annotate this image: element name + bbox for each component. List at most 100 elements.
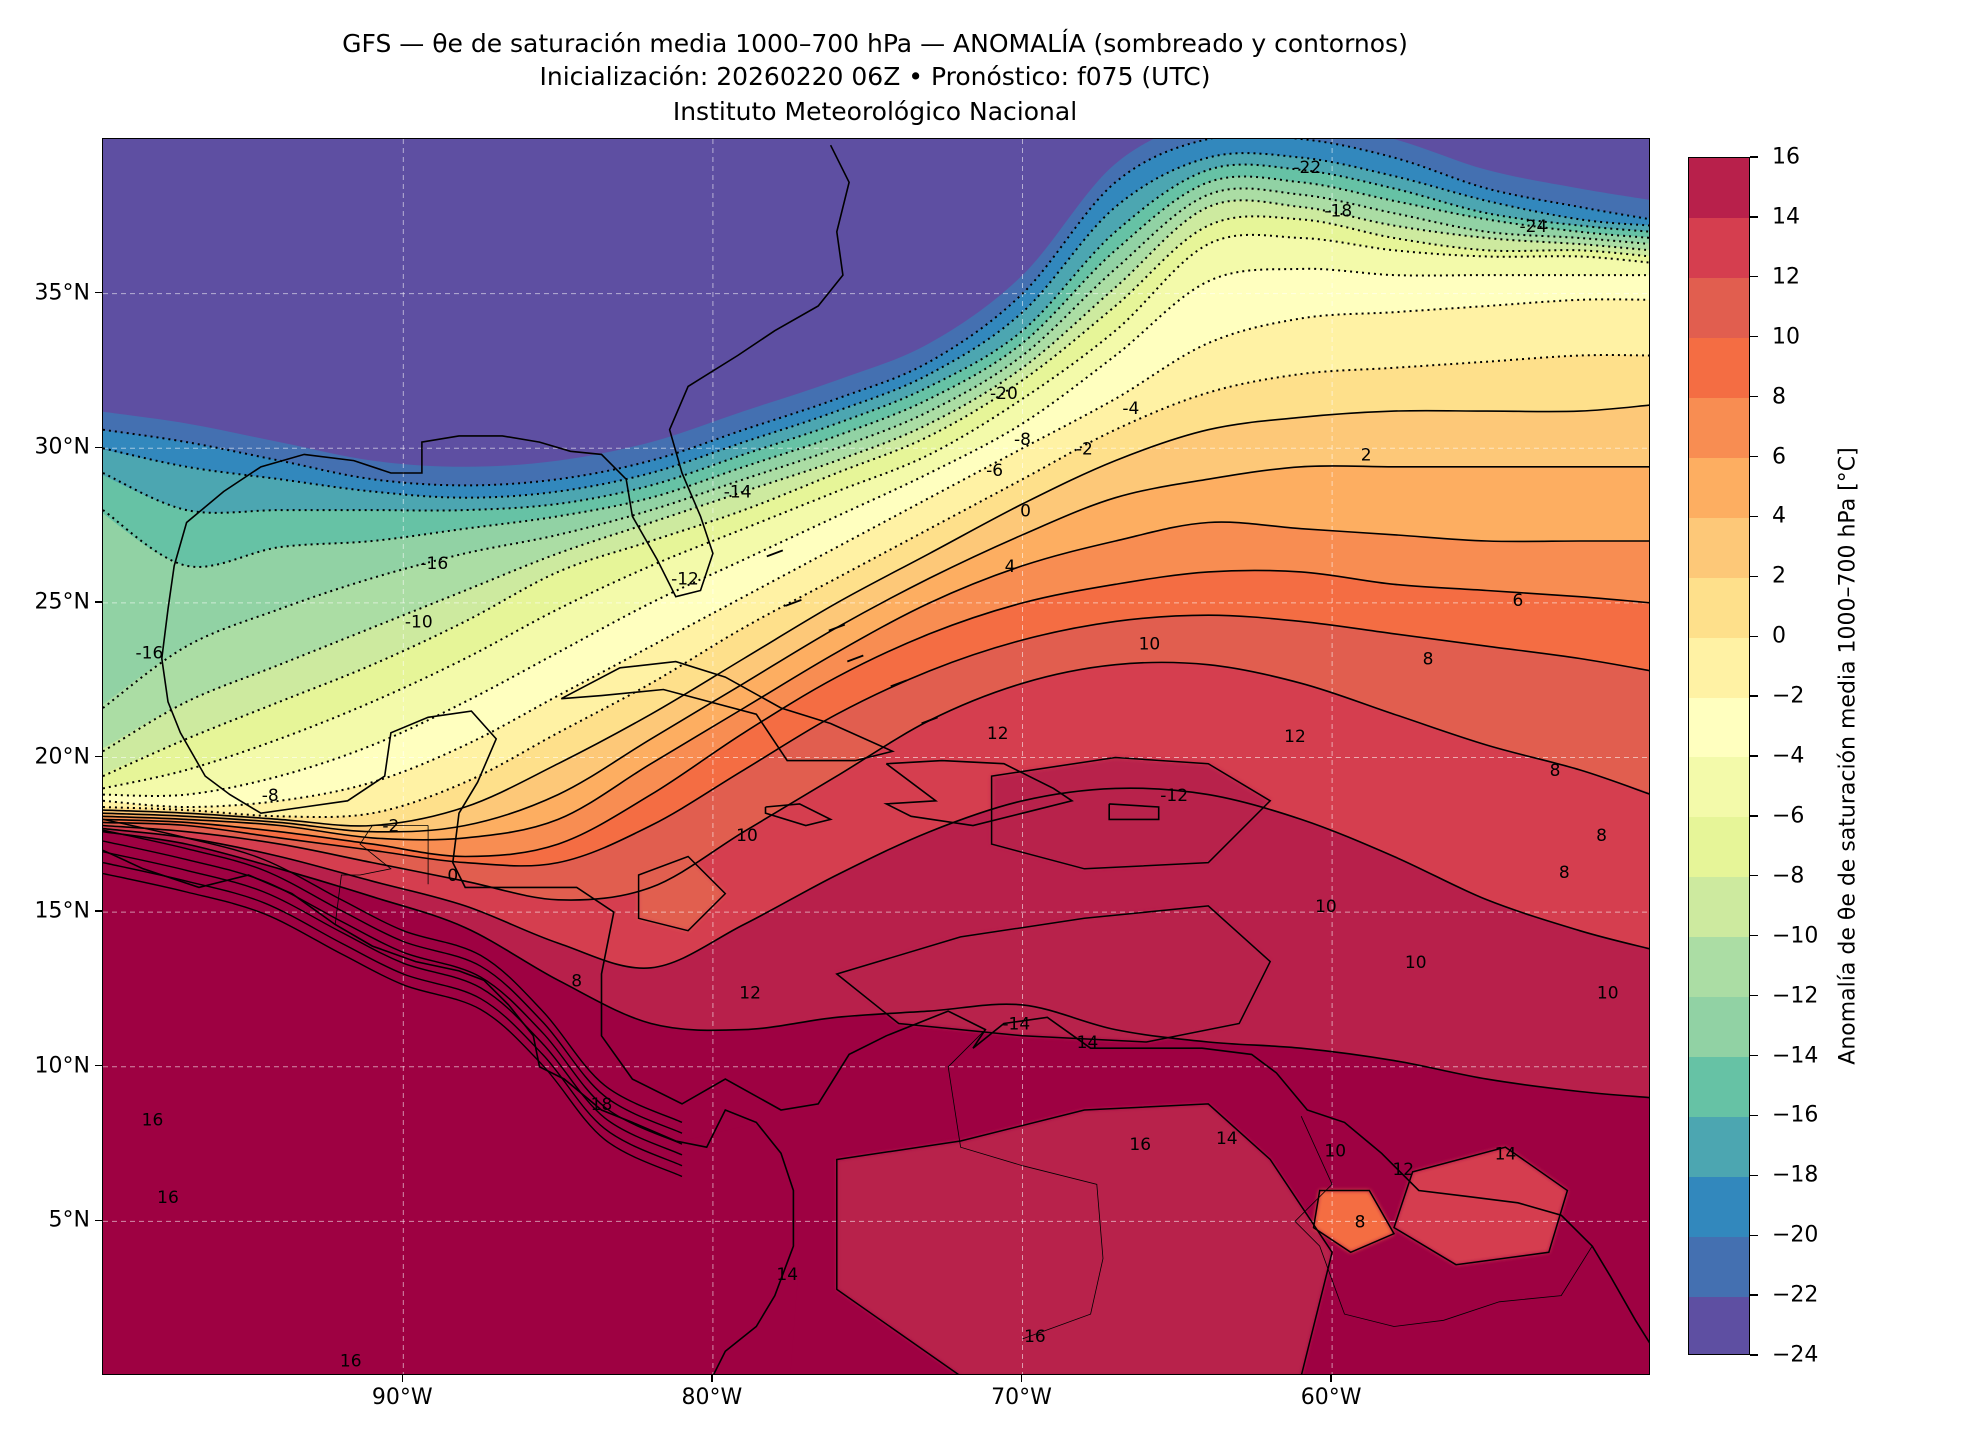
contour-label: 16 [142,1111,164,1131]
contour-label: 14 [1077,1033,1099,1053]
colorbar-tick-label: −6 [1772,803,1805,829]
contour-line [103,861,683,1167]
contour-line [103,215,1649,778]
island-outline [766,549,784,558]
contour-line [103,829,683,1134]
colorbar-band [1689,1236,1749,1297]
colorbar-band [1689,337,1749,399]
contour-label: 16 [1024,1327,1046,1347]
border-line [1294,1116,1593,1327]
colorbar-tick-label: −24 [1772,1342,1819,1368]
contour-line [103,569,1649,858]
colorbar-tick [1750,755,1758,757]
colorbar-tick-label: −12 [1772,983,1819,1009]
contour-label: 8 [1355,1213,1366,1233]
coastline [560,660,895,762]
contour-label: 16 [157,1188,179,1208]
y-tick-mark [95,755,102,758]
colorbar-tick [1750,276,1758,278]
y-tick-mark [95,601,102,603]
colorbar-tick [1750,455,1758,458]
colorbar-band [1689,1176,1749,1237]
colorbar-tick [1750,994,1758,997]
colorbar-tick [1750,395,1758,398]
colorbar-band [1689,397,1749,458]
contour-line [103,465,1649,833]
colorbar-tick [1750,1114,1758,1117]
y-tick-label: 15°N [34,898,90,924]
border-line [334,825,429,925]
field-pocket [991,757,1271,869]
coastline [764,803,833,827]
colorbar-tick-label: 8 [1772,384,1786,410]
x-tick-label: 70°W [991,1385,1052,1410]
contour-line [103,830,1649,1099]
colorbar-band [1689,277,1749,339]
colorbar-tick-label: −8 [1772,863,1805,889]
field-pocket [1313,1190,1394,1253]
colorbar-tick-label: −22 [1772,1282,1819,1308]
contour-line [835,905,1272,1043]
contour-label: -14 [724,483,752,503]
coastline [1108,803,1160,821]
island-outline [846,654,864,663]
x-tick-label: 80°W [681,1385,743,1410]
title-line-3: Instituto Meteorológico Nacional [672,97,1078,126]
contour-label: 12 [739,984,761,1004]
border-line [947,1029,1104,1340]
contour-label: 10 [1405,953,1427,973]
contour-label: 18 [591,1095,613,1115]
shaded-field [103,139,1649,1374]
colorbar-tick-label: 2 [1772,563,1786,589]
y-tick-mark [95,1219,102,1222]
island-outline [828,623,846,632]
contour-label: 4 [1005,557,1016,577]
x-tick-mark [1330,1375,1332,1382]
colorbar-tick [1750,1174,1758,1176]
contour-label: 16 [1129,1135,1151,1155]
contour-line [103,233,1649,790]
x-tick-mark [1020,1375,1023,1382]
contour-label: -20 [990,384,1018,404]
contour-label: -14 [1002,1015,1030,1035]
contour-label: 8 [1559,863,1570,883]
field-pocket [836,1103,1333,1374]
colorbar-band [1689,697,1749,758]
y-tick-mark [95,291,102,294]
colorbar-tick-label: 10 [1772,324,1800,350]
colorbar-tick [1750,1294,1758,1296]
field-band [103,139,1649,467]
contour-line [1393,1146,1569,1266]
colorbar-tick [1750,575,1758,577]
colorbar-tick [1750,875,1758,877]
contour-label: -16 [136,644,164,664]
colorbar-tick [1750,336,1758,338]
contour-label: 14 [1495,1145,1517,1165]
island-outline [890,679,908,688]
contour-line [103,614,1649,867]
y-tick-mark [95,910,102,912]
colorbar-tick-label: 12 [1772,264,1800,290]
colorbar-tick [1750,1054,1758,1057]
colorbar-tick [1750,635,1758,637]
colorbar-tick-label: 14 [1772,204,1800,230]
contour-label: -22 [1293,158,1321,178]
title-line-2: Inicialización: 20260220 06Z • Pronóstic… [539,62,1211,91]
colorbar-tick-label: 6 [1772,444,1786,469]
contour-label: -2 [1076,439,1093,459]
contour-line [103,163,1649,514]
contour-label: 10 [1139,634,1161,654]
y-tick-mark [95,446,102,448]
colorbar-band [1689,936,1749,998]
contour-label: -24 [1520,217,1548,237]
colorbar-tick-label: −14 [1772,1043,1819,1068]
contour-line [103,521,1649,841]
colorbar-label: Anomalía de θe de saturación media 1000–… [1835,447,1861,1065]
contour-label: -10 [405,613,433,633]
title-line-1: GFS — θe de saturación media 1000–700 hP… [342,29,1408,58]
colorbar-tick [1750,515,1758,518]
y-tick-label: 5°N [48,1207,90,1233]
